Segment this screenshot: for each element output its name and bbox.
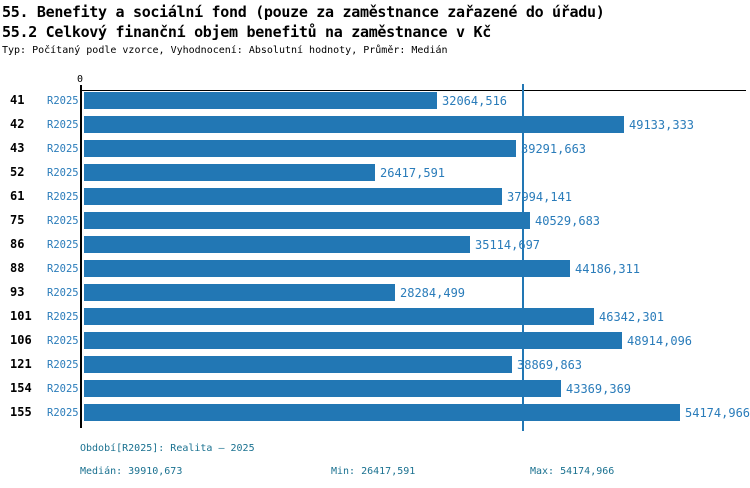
period-label: Období[R2025]: Realita – 2025 (80, 443, 255, 454)
category-label: 52 (10, 165, 25, 179)
chart-title-line1: 55. Benefity a sociální fond (pouze za z… (2, 3, 605, 21)
value-bar (84, 140, 516, 157)
bar-row: 52 R2025 26417,591 (0, 164, 750, 181)
category-label: 42 (10, 117, 25, 131)
bar-row: 88 R2025 44186,311 (0, 260, 750, 277)
value-bar (84, 92, 437, 109)
value-label: 40529,683 (535, 214, 601, 228)
value-label: 46342,301 (599, 310, 665, 324)
median-line (522, 84, 524, 431)
category-label: 86 (10, 237, 25, 251)
series-label: R2025 (47, 95, 79, 107)
series-label: R2025 (47, 311, 79, 323)
value-label: 44186,311 (575, 262, 641, 276)
series-label: R2025 (47, 167, 79, 179)
category-label: 155 (10, 405, 32, 419)
category-label: 101 (10, 309, 32, 323)
series-label: R2025 (47, 335, 79, 347)
value-label: 32064,516 (442, 94, 508, 108)
category-label: 43 (10, 141, 25, 155)
value-label: 39291,663 (521, 142, 587, 156)
bar-row: 154 R2025 43369,369 (0, 380, 750, 397)
category-label: 106 (10, 333, 32, 347)
bar-row: 93 R2025 28284,499 (0, 284, 750, 301)
value-bar (84, 332, 622, 349)
value-label: 28284,499 (400, 286, 466, 300)
category-label: 121 (10, 357, 32, 371)
value-label: 38869,863 (517, 358, 583, 372)
series-label: R2025 (47, 239, 79, 251)
series-label: R2025 (47, 143, 79, 155)
bar-row: 106 R2025 48914,096 (0, 332, 750, 349)
value-bar (84, 380, 561, 397)
bar-row: 86 R2025 35114,697 (0, 236, 750, 253)
bar-row: 121 R2025 38869,863 (0, 356, 750, 373)
series-label: R2025 (47, 215, 79, 227)
bar-row: 101 R2025 46342,301 (0, 308, 750, 325)
value-bar (84, 116, 624, 133)
value-label: 43369,369 (566, 382, 632, 396)
category-label: 41 (10, 93, 25, 107)
max-stat: Max: 54174,966 (530, 466, 615, 477)
bar-row: 61 R2025 37994,141 (0, 188, 750, 205)
value-bar (84, 164, 375, 181)
category-label: 75 (10, 213, 25, 227)
chart-meta-info: Typ: Počítaný podle vzorce, Vyhodnocení:… (2, 45, 448, 56)
category-label: 88 (10, 261, 25, 275)
series-label: R2025 (47, 383, 79, 395)
bar-row: 155 R2025 54174,966 (0, 404, 750, 421)
value-label: 49133,333 (629, 118, 695, 132)
min-stat: Min: 26417,591 (331, 466, 416, 477)
value-bar (84, 284, 395, 301)
series-label: R2025 (47, 359, 79, 371)
bar-row: 41 R2025 32064,516 (0, 92, 750, 109)
value-bar (84, 236, 470, 253)
value-label: 26417,591 (380, 166, 446, 180)
category-label: 93 (10, 285, 25, 299)
series-label: R2025 (47, 191, 79, 203)
category-label: 61 (10, 189, 25, 203)
series-label: R2025 (47, 287, 79, 299)
series-label: R2025 (47, 263, 79, 275)
value-label: 35114,697 (475, 238, 541, 252)
bar-row: 75 R2025 40529,683 (0, 212, 750, 229)
series-label: R2025 (47, 119, 79, 131)
value-label: 37994,141 (507, 190, 573, 204)
x-axis-zero-tick-label: 0 (76, 74, 84, 85)
value-bar (84, 212, 530, 229)
value-bar (84, 404, 680, 421)
value-label: 54174,966 (685, 406, 750, 420)
category-label: 154 (10, 381, 32, 395)
value-bar (84, 356, 512, 373)
value-label: 48914,096 (627, 334, 693, 348)
value-bar (84, 188, 502, 205)
x-axis-line (80, 90, 746, 91)
bar-row: 42 R2025 49133,333 (0, 116, 750, 133)
chart-title-line2: 55.2 Celkový finanční objem benefitů na … (2, 23, 491, 41)
median-stat: Medián: 39910,673 (80, 466, 183, 477)
value-bar (84, 308, 594, 325)
series-label: R2025 (47, 407, 79, 419)
value-bar (84, 260, 570, 277)
bar-row: 43 R2025 39291,663 (0, 140, 750, 157)
y-axis-line (80, 85, 82, 428)
